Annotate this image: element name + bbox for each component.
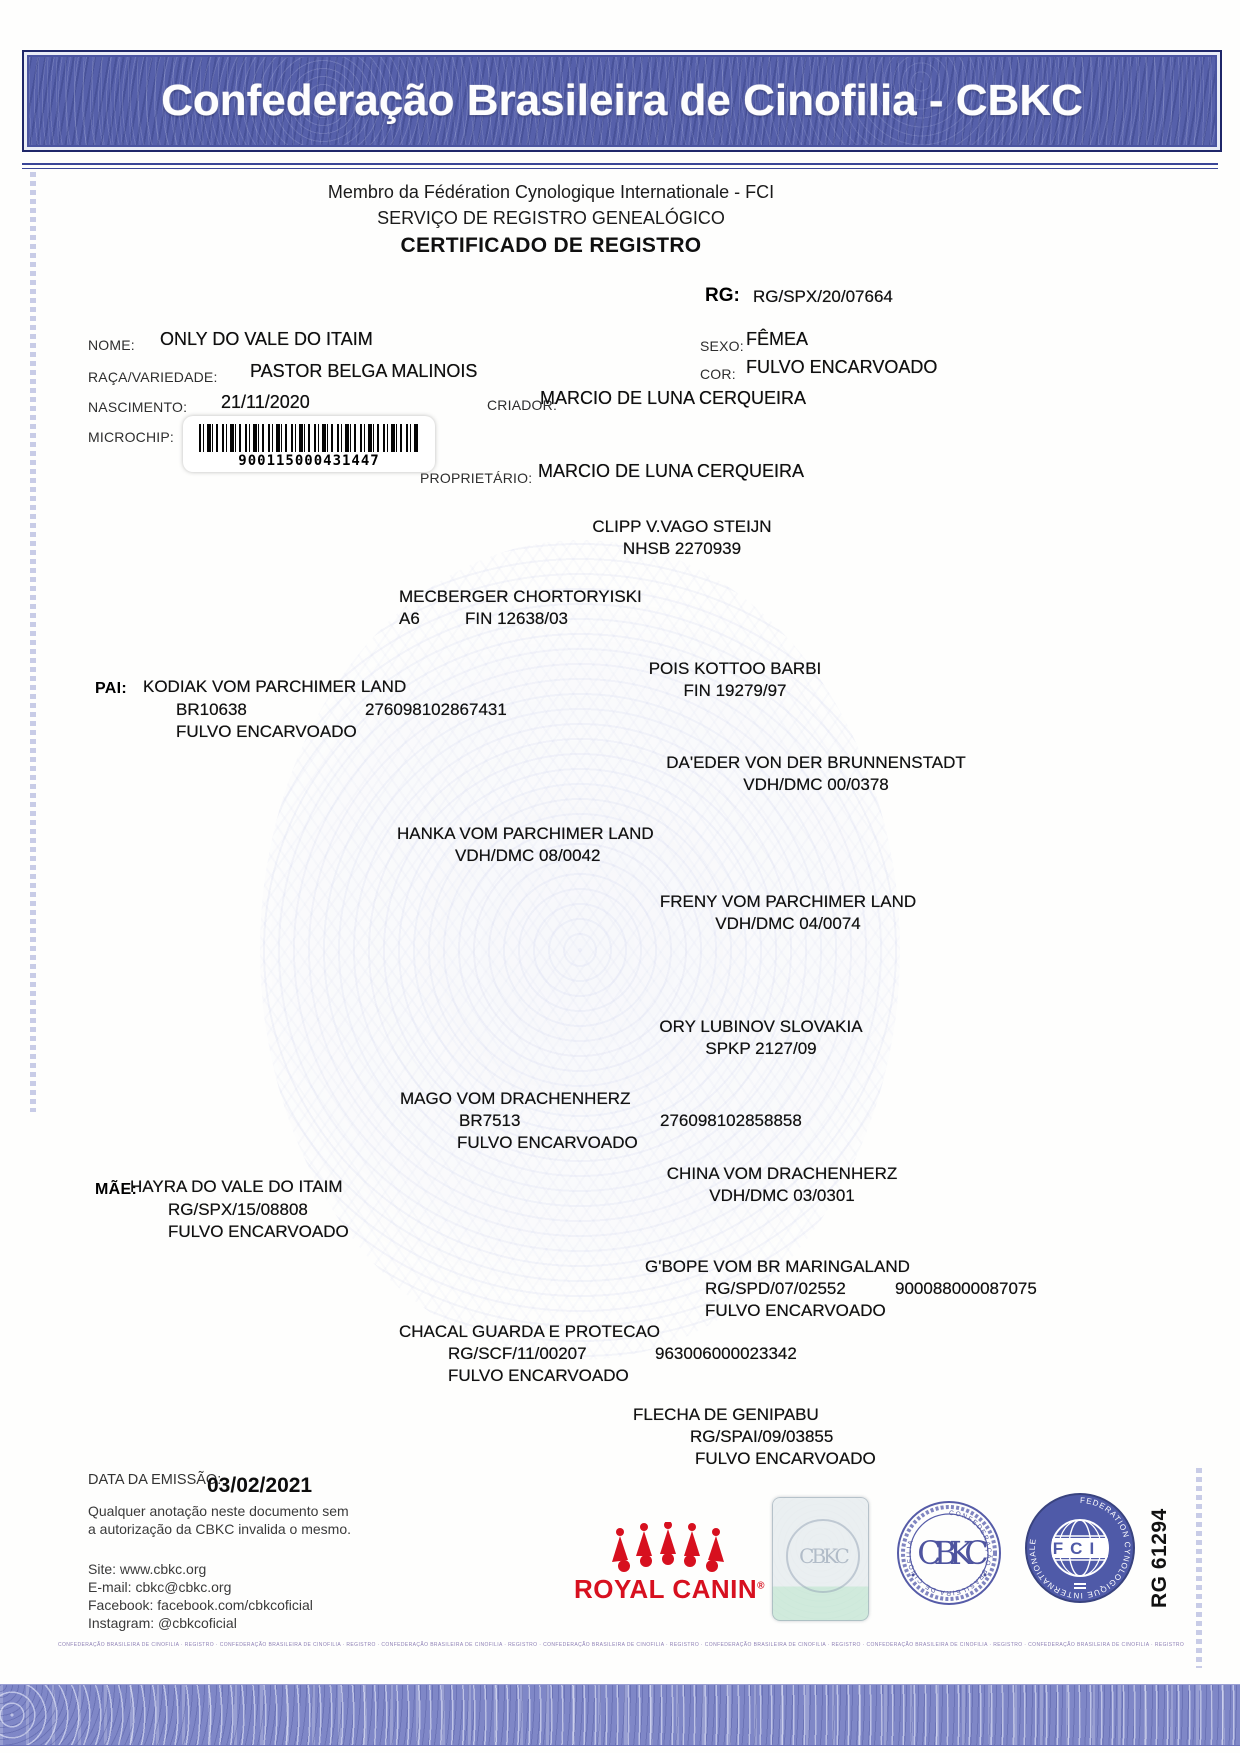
hologram-sticker: CBKC — [772, 1497, 869, 1621]
pedigree-entry-flecha: FLECHA DE GENIPABU — [633, 1405, 819, 1424]
service-line: SERVIÇO DE REGISTRO GENEALÓGICO — [377, 208, 725, 228]
fci-seal: FCI FEDERATION CYNOLOGIQUE INTERNATIONAL… — [1025, 1493, 1135, 1603]
dog-name: ORY LUBINOV SLOVAKIA — [659, 1017, 863, 1036]
name-label: NOME: — [88, 337, 135, 353]
cbkc-seal: CONFEDERAÇÃO BRASILEIRA DE CINOFILIA CBK… — [897, 1501, 1001, 1605]
sire-name: KODIAK VOM PARCHIMER LAND — [143, 677, 407, 696]
birthdate-label: NASCIMENTO: — [88, 399, 188, 415]
sire-reg: BR10638 — [176, 700, 247, 719]
dog-reg: VDH/DMC 03/0301 — [709, 1186, 855, 1205]
dog-color: FULVO ENCARVOADO — [457, 1133, 638, 1152]
dam-color: FULVO ENCARVOADO — [168, 1222, 349, 1241]
issue-date-label: DATA DA EMISSÃO: — [88, 1472, 222, 1488]
left-microprint-strip — [30, 172, 36, 1112]
cbkc-seal-monogram: CBKC — [917, 1534, 987, 1572]
pedigree-entry-mago: MAGO VOM DRACHENHERZ — [400, 1089, 631, 1108]
rg-label: RG: — [705, 285, 740, 306]
dog-reg: VDH/DMC 04/0074 — [715, 914, 861, 933]
header-banner: Confederação Brasileira de Cinofilia - C… — [22, 50, 1222, 152]
dog-chip: 900088000087075 — [895, 1279, 1037, 1298]
breeder-label: CRIADOR: — [487, 397, 558, 413]
sire-color: FULVO ENCARVOADO — [176, 722, 357, 741]
pedigree-entry-clipp: CLIPP V.VAGO STEIJN NHSB 2270939 — [522, 516, 842, 560]
hologram-ghost-emblem: CBKC — [786, 1519, 860, 1593]
dog-reg: RG/SPD/07/02552 — [705, 1279, 846, 1298]
trademark-mark: ® — [757, 1580, 766, 1592]
bottom-guilloche-band — [0, 1684, 1240, 1746]
sire-label: PAI: — [95, 680, 128, 697]
fci-seal-center-text: FCI — [1053, 1539, 1101, 1558]
dam-reg: RG/SPX/15/08808 — [168, 1200, 308, 1219]
dog-reg: FIN 19279/97 — [683, 681, 787, 700]
dam-name: HAYRA DO VALE DO ITAIM — [130, 1177, 343, 1196]
disclaimer-line2: a autorização da CBKC invalida o mesmo. — [88, 1521, 352, 1537]
dog-reg: SPKP 2127/09 — [705, 1039, 817, 1058]
guilloche-watermark — [260, 540, 900, 1360]
pedigree-entry-mecberger: MECBERGER CHORTORYISKI — [399, 586, 642, 608]
name-value: ONLY DO VALE DO ITAIM — [160, 329, 373, 349]
dog-reg: BR7513 — [459, 1111, 521, 1130]
microchip-barcode-sticker: 900115000431447 — [183, 416, 435, 472]
dog-reg: FIN 12638/03 — [465, 609, 569, 628]
sire-chip: 276098102867431 — [365, 700, 507, 719]
certificate-title: CERTIFICADO DE REGISTRO — [400, 234, 702, 257]
dog-color: FULVO ENCARVOADO — [448, 1366, 629, 1385]
color-value: FULVO ENCARVOADO — [746, 357, 938, 377]
dog-reg: RG/SCF/11/00207 — [448, 1344, 587, 1363]
dog-name: DA'EDER VON DER BRUNNENSTADT — [666, 753, 966, 772]
royal-canin-crown-icon — [612, 1522, 724, 1572]
birthdate-value: 21/11/2020 — [221, 392, 310, 412]
dog-name: MECBERGER CHORTORYISKI — [399, 587, 642, 606]
rg-value: RG/SPX/20/07664 — [753, 287, 893, 306]
dog-color: FULVO ENCARVOADO — [705, 1301, 886, 1320]
pedigree-entry-ory: ORY LUBINOV SLOVAKIA SPKP 2127/09 — [611, 1016, 911, 1060]
dog-name: POIS KOTTOO BARBI — [648, 659, 822, 678]
dog-chip: 963006000023342 — [655, 1344, 797, 1363]
dog-reg: VDH/DMC 00/0378 — [743, 775, 889, 794]
microchip-label: MICROCHIP: — [88, 429, 174, 445]
dog-chip: 276098102858858 — [660, 1111, 802, 1130]
dog-name: FRENY VOM PARCHIMER LAND — [659, 892, 917, 911]
dog-name: CLIPP V.VAGO STEIJN — [592, 517, 772, 536]
dog-reg: NHSB 2270939 — [622, 539, 742, 558]
sex-value: FÊMEA — [746, 329, 809, 349]
pedigree-entry-chacal: CHACAL GUARDA E PROTECAO — [399, 1322, 661, 1341]
org-title: Confederação Brasileira de Cinofilia - C… — [161, 76, 1083, 125]
bottom-microprint: CONFEDERAÇÃO BRASILEIRA DE CINOFILIA · R… — [58, 1642, 1184, 1648]
owner-value: MARCIO DE LUNA CERQUEIRA — [538, 461, 805, 481]
breed-value: PASTOR BELGA MALINOIS — [250, 361, 478, 381]
dam-label: MÃE: — [95, 1181, 138, 1198]
registry-number-vertical: RG 61294 — [1148, 1508, 1171, 1608]
royal-canin-logo: ROYAL CANIN® — [562, 1574, 777, 1605]
header-divider — [22, 163, 1218, 169]
disclaimer-line1: Qualquer anotação neste documento sem — [88, 1503, 349, 1519]
royal-canin-wordmark: ROYAL CANIN — [573, 1574, 758, 1604]
dog-reg: VDH/DMC 08/0042 — [455, 846, 601, 865]
dog-category: A6 — [399, 609, 420, 628]
breed-label: RAÇA/VARIEDADE: — [88, 369, 218, 385]
breeder-value: MARCIO DE LUNA CERQUEIRA — [540, 388, 807, 408]
dog-reg: RG/SPAI/09/03855 — [690, 1427, 834, 1446]
microchip-number: 900115000431447 — [238, 453, 380, 469]
pedigree-entry-hanka: HANKA VOM PARCHIMER LAND — [397, 824, 654, 843]
dog-name: CHINA VOM DRACHENHERZ — [666, 1164, 898, 1183]
membership-line: Membro da Fédération Cynologique Interna… — [327, 182, 775, 202]
dog-color: FULVO ENCARVOADO — [695, 1449, 876, 1468]
pedigree-entry-daeder: DA'EDER VON DER BRUNNENSTADT VDH/DMC 00/… — [616, 752, 1016, 796]
pedigree-entry-gbope: G'BOPE VOM BR MARINGALAND — [645, 1257, 910, 1276]
contact-block: Site: www.cbkc.org E-mail: cbkc@cbkc.org… — [88, 1561, 313, 1631]
pedigree-entry-pois: POIS KOTTOO BARBI FIN 19279/97 — [585, 658, 885, 702]
sex-label: SEXO: — [700, 338, 744, 354]
pedigree-entry-freny: FRENY VOM PARCHIMER LAND VDH/DMC 04/0074 — [628, 891, 948, 935]
issue-date-value: 03/02/2021 — [207, 1474, 313, 1497]
microchip-barcode — [199, 424, 419, 452]
right-microprint-strip — [1196, 1468, 1202, 1668]
pedigree-entry-china: CHINA VOM DRACHENHERZ VDH/DMC 03/0301 — [632, 1163, 932, 1207]
owner-label: PROPRIETÁRIO: — [420, 470, 533, 486]
color-label: COR: — [700, 366, 736, 382]
